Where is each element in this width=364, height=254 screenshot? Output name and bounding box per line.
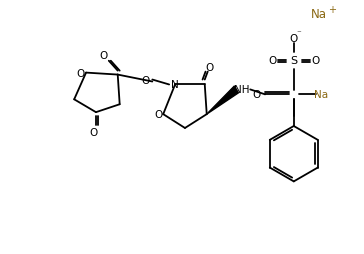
Text: NH: NH bbox=[234, 85, 249, 95]
Text: O: O bbox=[154, 110, 162, 120]
Text: Na: Na bbox=[314, 90, 329, 100]
Polygon shape bbox=[207, 87, 238, 115]
Text: O: O bbox=[76, 68, 84, 78]
Text: ⁻: ⁻ bbox=[296, 29, 301, 38]
Text: O: O bbox=[141, 75, 150, 85]
Text: S: S bbox=[290, 56, 297, 66]
Text: O: O bbox=[268, 56, 276, 66]
Text: O: O bbox=[206, 62, 214, 72]
Text: +: + bbox=[328, 5, 336, 15]
Text: Na: Na bbox=[310, 8, 327, 21]
Text: N: N bbox=[171, 80, 179, 90]
Text: O: O bbox=[252, 90, 260, 100]
Text: O: O bbox=[100, 51, 108, 60]
Text: O: O bbox=[312, 56, 320, 66]
Text: O: O bbox=[290, 34, 298, 44]
Text: O: O bbox=[90, 128, 98, 137]
